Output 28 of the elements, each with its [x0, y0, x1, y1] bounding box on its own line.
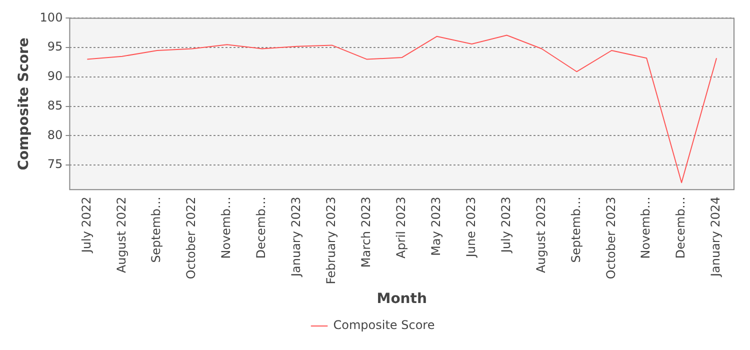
x-tick-label: July 2023: [498, 196, 513, 254]
x-tick-label: April 2023: [394, 196, 408, 258]
x-tick-label: Septemb…: [149, 196, 164, 263]
y-tick-label: 80: [47, 128, 63, 142]
x-tick-label: July 2022: [79, 196, 94, 254]
x-tick-label: Decemb…: [254, 196, 268, 259]
y-tick-label: 90: [47, 69, 63, 84]
x-tick-label: Novemb…: [219, 196, 234, 259]
x-tick-label: October 2023: [604, 196, 618, 280]
x-tick-label: August 2023: [534, 196, 548, 274]
y-tick-label: 75: [47, 157, 63, 172]
x-tick-label: June 2023: [464, 196, 478, 258]
x-tick-label: January 2024: [708, 196, 723, 278]
x-tick-label: Novemb…: [638, 196, 653, 259]
x-axis-title: Month: [376, 291, 427, 308]
x-tick-label: January 2023: [289, 196, 304, 278]
legend-label: Composite Score: [333, 318, 435, 332]
y-tick-label: 100: [40, 10, 63, 24]
x-tick-label: May 2023: [428, 196, 443, 256]
y-tick-label: 85: [47, 98, 63, 112]
y-tick-label: 95: [47, 40, 63, 54]
y-axis-title: Composite Score: [16, 38, 32, 170]
x-tick-label: Decemb…: [674, 196, 688, 259]
x-tick-label: February 2023: [324, 196, 338, 284]
x-tick-label: March 2023: [359, 196, 374, 268]
x-tick-label: October 2022: [184, 196, 198, 280]
x-tick-label: August 2022: [114, 196, 128, 274]
x-tick-label: Septemb…: [568, 196, 583, 263]
